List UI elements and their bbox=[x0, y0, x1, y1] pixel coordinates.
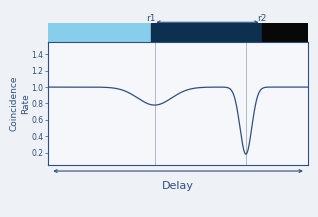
Text: r2: r2 bbox=[257, 14, 266, 23]
Text: r1: r1 bbox=[146, 14, 156, 23]
Bar bbox=[48, 23, 151, 42]
Bar bbox=[151, 23, 261, 42]
Text: Delay: Delay bbox=[162, 181, 194, 191]
Y-axis label: Coincidence
Rate: Coincidence Rate bbox=[10, 76, 30, 131]
Bar bbox=[261, 23, 308, 42]
